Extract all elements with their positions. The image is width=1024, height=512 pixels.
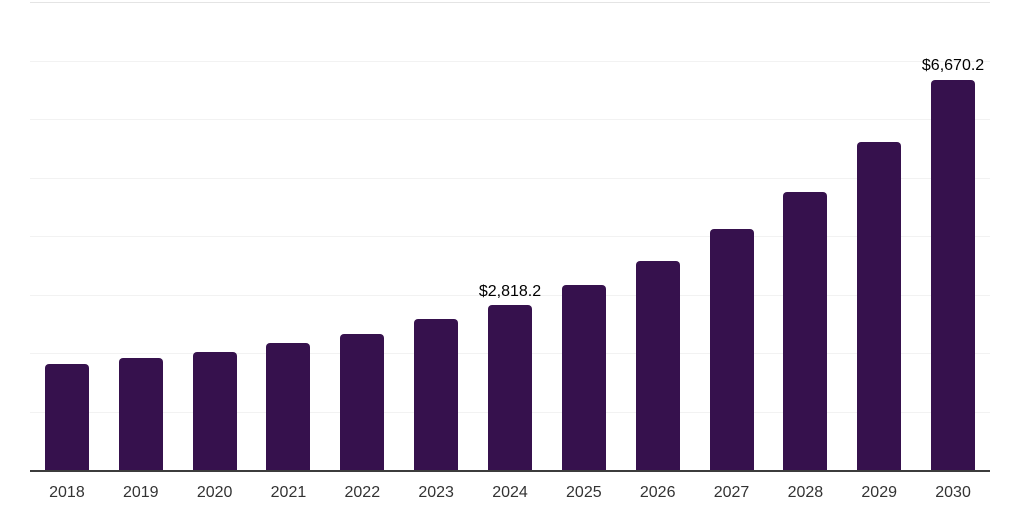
x-tick-2020: 2020 — [196, 484, 233, 501]
bar-slot-2018 — [30, 2, 104, 470]
bar-2024: $2,818.2 — [479, 283, 541, 470]
gridline-5000 — [30, 177, 990, 179]
plot-area: $2,818.2 $6,670.2 — [30, 2, 990, 472]
bar-2023 — [414, 319, 459, 470]
gridline-8000 — [30, 2, 990, 3]
x-tick-2018: 2018 — [49, 484, 85, 501]
bar-slot-2024: $2,818.2 — [473, 2, 547, 470]
bars-container: $2,818.2 $6,670.2 — [30, 2, 990, 470]
bar-slot-2021 — [252, 2, 326, 470]
bar-slot-2020 — [178, 2, 252, 470]
bar-slot-2027 — [695, 2, 769, 470]
bar-slot-2025 — [547, 2, 621, 470]
x-tick-2022: 2022 — [344, 484, 381, 501]
x-tick-2021: 2021 — [270, 484, 307, 501]
x-tick-2023: 2023 — [418, 484, 454, 501]
bar-2030: $6,670.2 — [922, 57, 984, 470]
bar-2020 — [192, 351, 237, 470]
value-label-2024: $2,818.2 — [478, 282, 542, 300]
bar-2019 — [118, 358, 163, 470]
bar-2028 — [783, 191, 828, 470]
bar-2026 — [635, 260, 680, 470]
x-axis-line — [30, 470, 990, 472]
bar-2029 — [857, 142, 902, 470]
bar-slot-2023 — [399, 2, 473, 470]
x-tick-2024: 2024 — [492, 484, 528, 501]
x-tick-2029: 2029 — [861, 484, 897, 501]
bar-slot-2022 — [325, 2, 399, 470]
x-tick-2019: 2019 — [122, 484, 159, 501]
gridline-6000 — [30, 119, 990, 120]
bar-2022 — [340, 334, 385, 470]
gridline-4000 — [30, 236, 990, 237]
x-tick-2025: 2025 — [566, 484, 602, 501]
bar-slot-2019 — [104, 2, 178, 470]
bar-slot-2028 — [768, 2, 842, 470]
gridline-7000 — [30, 60, 990, 62]
bar-slot-2029 — [842, 2, 916, 470]
bar-slot-2026 — [621, 2, 695, 470]
value-label-2030: $6,670.2 — [921, 57, 985, 75]
x-tick-2028: 2028 — [787, 484, 824, 501]
x-tick-2030: 2030 — [935, 484, 971, 501]
x-tick-2027: 2027 — [713, 484, 750, 501]
gridline-3000 — [30, 294, 990, 296]
bar-2027 — [709, 229, 754, 470]
bar-2021 — [266, 343, 311, 470]
x-tick-2026: 2026 — [639, 484, 676, 501]
bar-2025 — [561, 285, 606, 470]
bar-2018 — [44, 364, 89, 470]
x-axis-labels: 2018 2019 2020 2021 2022 2023 2024 2025 2026 2027… — [30, 483, 990, 502]
bar-slot-2030: $6,670.2 — [916, 2, 990, 470]
